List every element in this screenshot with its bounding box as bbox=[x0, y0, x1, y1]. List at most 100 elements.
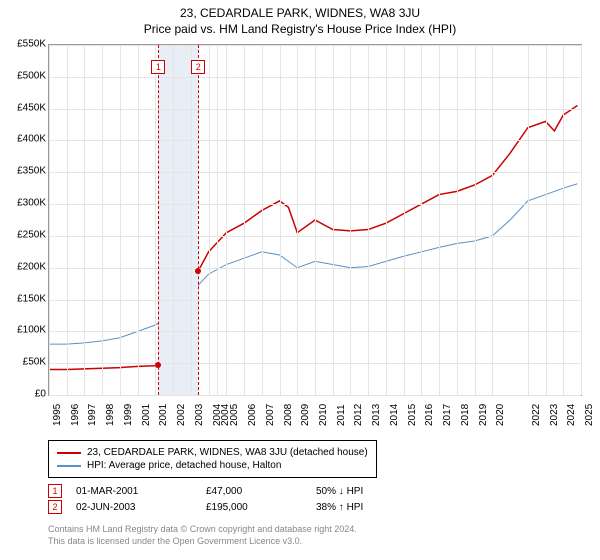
x-axis-label: 2022 bbox=[531, 404, 542, 426]
y-axis-label: £500K bbox=[17, 70, 46, 81]
gridline-v bbox=[262, 45, 263, 395]
x-axis-label: 2003 bbox=[194, 404, 205, 426]
x-axis-label: 2020 bbox=[495, 404, 506, 426]
y-axis-label: £250K bbox=[17, 229, 46, 240]
legend-item: 23, CEDARDALE PARK, WIDNES, WA8 3JU (det… bbox=[57, 447, 368, 458]
sale-price: £195,000 bbox=[206, 502, 316, 513]
gridline-v bbox=[280, 45, 281, 395]
gridline-v bbox=[439, 45, 440, 395]
legend-item: HPI: Average price, detached house, Halt… bbox=[57, 460, 368, 471]
sale-marker-line bbox=[198, 45, 199, 395]
gridline-v bbox=[528, 45, 529, 395]
gridline-v bbox=[368, 45, 369, 395]
x-axis-label: 2014 bbox=[389, 404, 400, 426]
series-line bbox=[49, 184, 577, 344]
footer-line2: This data is licensed under the Open Gov… bbox=[48, 536, 357, 548]
x-axis-label: 2011 bbox=[336, 404, 347, 426]
y-axis-label: £100K bbox=[17, 325, 46, 336]
x-axis-label: 1998 bbox=[105, 404, 116, 426]
x-axis-label: 1996 bbox=[70, 404, 81, 426]
sale-date: 01-MAR-2001 bbox=[76, 486, 206, 497]
footer-line1: Contains HM Land Registry data © Crown c… bbox=[48, 524, 357, 536]
y-axis-label: £550K bbox=[17, 39, 46, 50]
gridline-v bbox=[173, 45, 174, 395]
gridline-v bbox=[421, 45, 422, 395]
gridline-v bbox=[84, 45, 85, 395]
legend-swatch bbox=[57, 452, 81, 454]
x-axis-label: 2025 bbox=[584, 404, 595, 426]
series-line bbox=[49, 105, 577, 369]
legend-box: 23, CEDARDALE PARK, WIDNES, WA8 3JU (det… bbox=[48, 440, 377, 478]
gridline-v bbox=[350, 45, 351, 395]
sale-delta: 38% ↑ HPI bbox=[316, 502, 396, 513]
x-axis-label: 2009 bbox=[300, 404, 311, 426]
gridline-v bbox=[244, 45, 245, 395]
legend-label: HPI: Average price, detached house, Halt… bbox=[87, 460, 281, 471]
gridline-h bbox=[49, 395, 581, 396]
sale-point bbox=[195, 268, 201, 274]
y-axis-label: £0 bbox=[35, 389, 46, 400]
y-axis-label: £300K bbox=[17, 198, 46, 209]
x-axis-label: 2013 bbox=[371, 404, 382, 426]
x-axis-label: 2023 bbox=[549, 404, 560, 426]
y-axis-label: £350K bbox=[17, 166, 46, 177]
gridline-v bbox=[492, 45, 493, 395]
x-axis-label: 2001 bbox=[158, 404, 169, 426]
x-axis-label: 2006 bbox=[247, 404, 258, 426]
chart-subtitle: Price paid vs. HM Land Registry's House … bbox=[0, 20, 600, 42]
x-axis-label: 1999 bbox=[123, 404, 134, 426]
sale-row-badge: 2 bbox=[48, 500, 62, 514]
y-axis-label: £50K bbox=[23, 357, 46, 368]
x-axis-label: 2007 bbox=[265, 404, 276, 426]
sale-row: 2 02-JUN-2003£195,00038% ↑ HPI bbox=[48, 500, 396, 514]
x-axis-label: 2017 bbox=[442, 404, 453, 426]
y-axis-label: £400K bbox=[17, 134, 46, 145]
gridline-v bbox=[386, 45, 387, 395]
gridline-v bbox=[297, 45, 298, 395]
sale-marker-line bbox=[158, 45, 159, 395]
gridline-v bbox=[563, 45, 564, 395]
footer-attribution: Contains HM Land Registry data © Crown c… bbox=[48, 524, 357, 547]
x-axis-label: 2019 bbox=[478, 404, 489, 426]
sale-marker-badge: 1 bbox=[151, 60, 165, 74]
x-axis-label: 1995 bbox=[52, 404, 63, 426]
legend-label: 23, CEDARDALE PARK, WIDNES, WA8 3JU (det… bbox=[87, 447, 368, 458]
x-axis-label: 2015 bbox=[407, 404, 418, 426]
gridline-v bbox=[120, 45, 121, 395]
chart-title: 23, CEDARDALE PARK, WIDNES, WA8 3JU bbox=[0, 0, 600, 20]
plot-area bbox=[48, 44, 582, 396]
gridline-v bbox=[138, 45, 139, 395]
x-axis-label: 2008 bbox=[283, 404, 294, 426]
x-axis-label: 2016 bbox=[424, 404, 435, 426]
chart-container: 23, CEDARDALE PARK, WIDNES, WA8 3JU Pric… bbox=[0, 0, 600, 560]
gridline-v bbox=[581, 45, 582, 395]
gridline-v bbox=[457, 45, 458, 395]
gridline-v bbox=[226, 45, 227, 395]
shade-region bbox=[158, 45, 198, 395]
sale-point bbox=[155, 362, 161, 368]
sale-delta: 50% ↓ HPI bbox=[316, 486, 396, 497]
sale-marker-badge: 2 bbox=[191, 60, 205, 74]
gridline-v bbox=[191, 45, 192, 395]
gridline-v bbox=[333, 45, 334, 395]
y-axis-label: £450K bbox=[17, 102, 46, 113]
y-axis-label: £150K bbox=[17, 293, 46, 304]
gridline-v bbox=[102, 45, 103, 395]
x-axis-label: 2001 bbox=[141, 404, 152, 426]
x-axis-label: 2024 bbox=[566, 404, 577, 426]
sale-row-badge: 1 bbox=[48, 484, 62, 498]
gridline-v bbox=[155, 45, 156, 395]
gridline-v bbox=[67, 45, 68, 395]
gridline-v bbox=[49, 45, 50, 395]
x-axis-label: 2002 bbox=[176, 404, 187, 426]
sale-date: 02-JUN-2003 bbox=[76, 502, 206, 513]
sale-row: 101-MAR-2001£47,00050% ↓ HPI bbox=[48, 484, 396, 498]
gridline-v bbox=[546, 45, 547, 395]
x-axis-label: 2005 bbox=[229, 404, 240, 426]
legend-swatch bbox=[57, 465, 81, 467]
gridline-v bbox=[217, 45, 218, 395]
gridline-v bbox=[315, 45, 316, 395]
x-axis-label: 2012 bbox=[353, 404, 364, 426]
gridline-v bbox=[404, 45, 405, 395]
x-axis-label: 1997 bbox=[87, 404, 98, 426]
